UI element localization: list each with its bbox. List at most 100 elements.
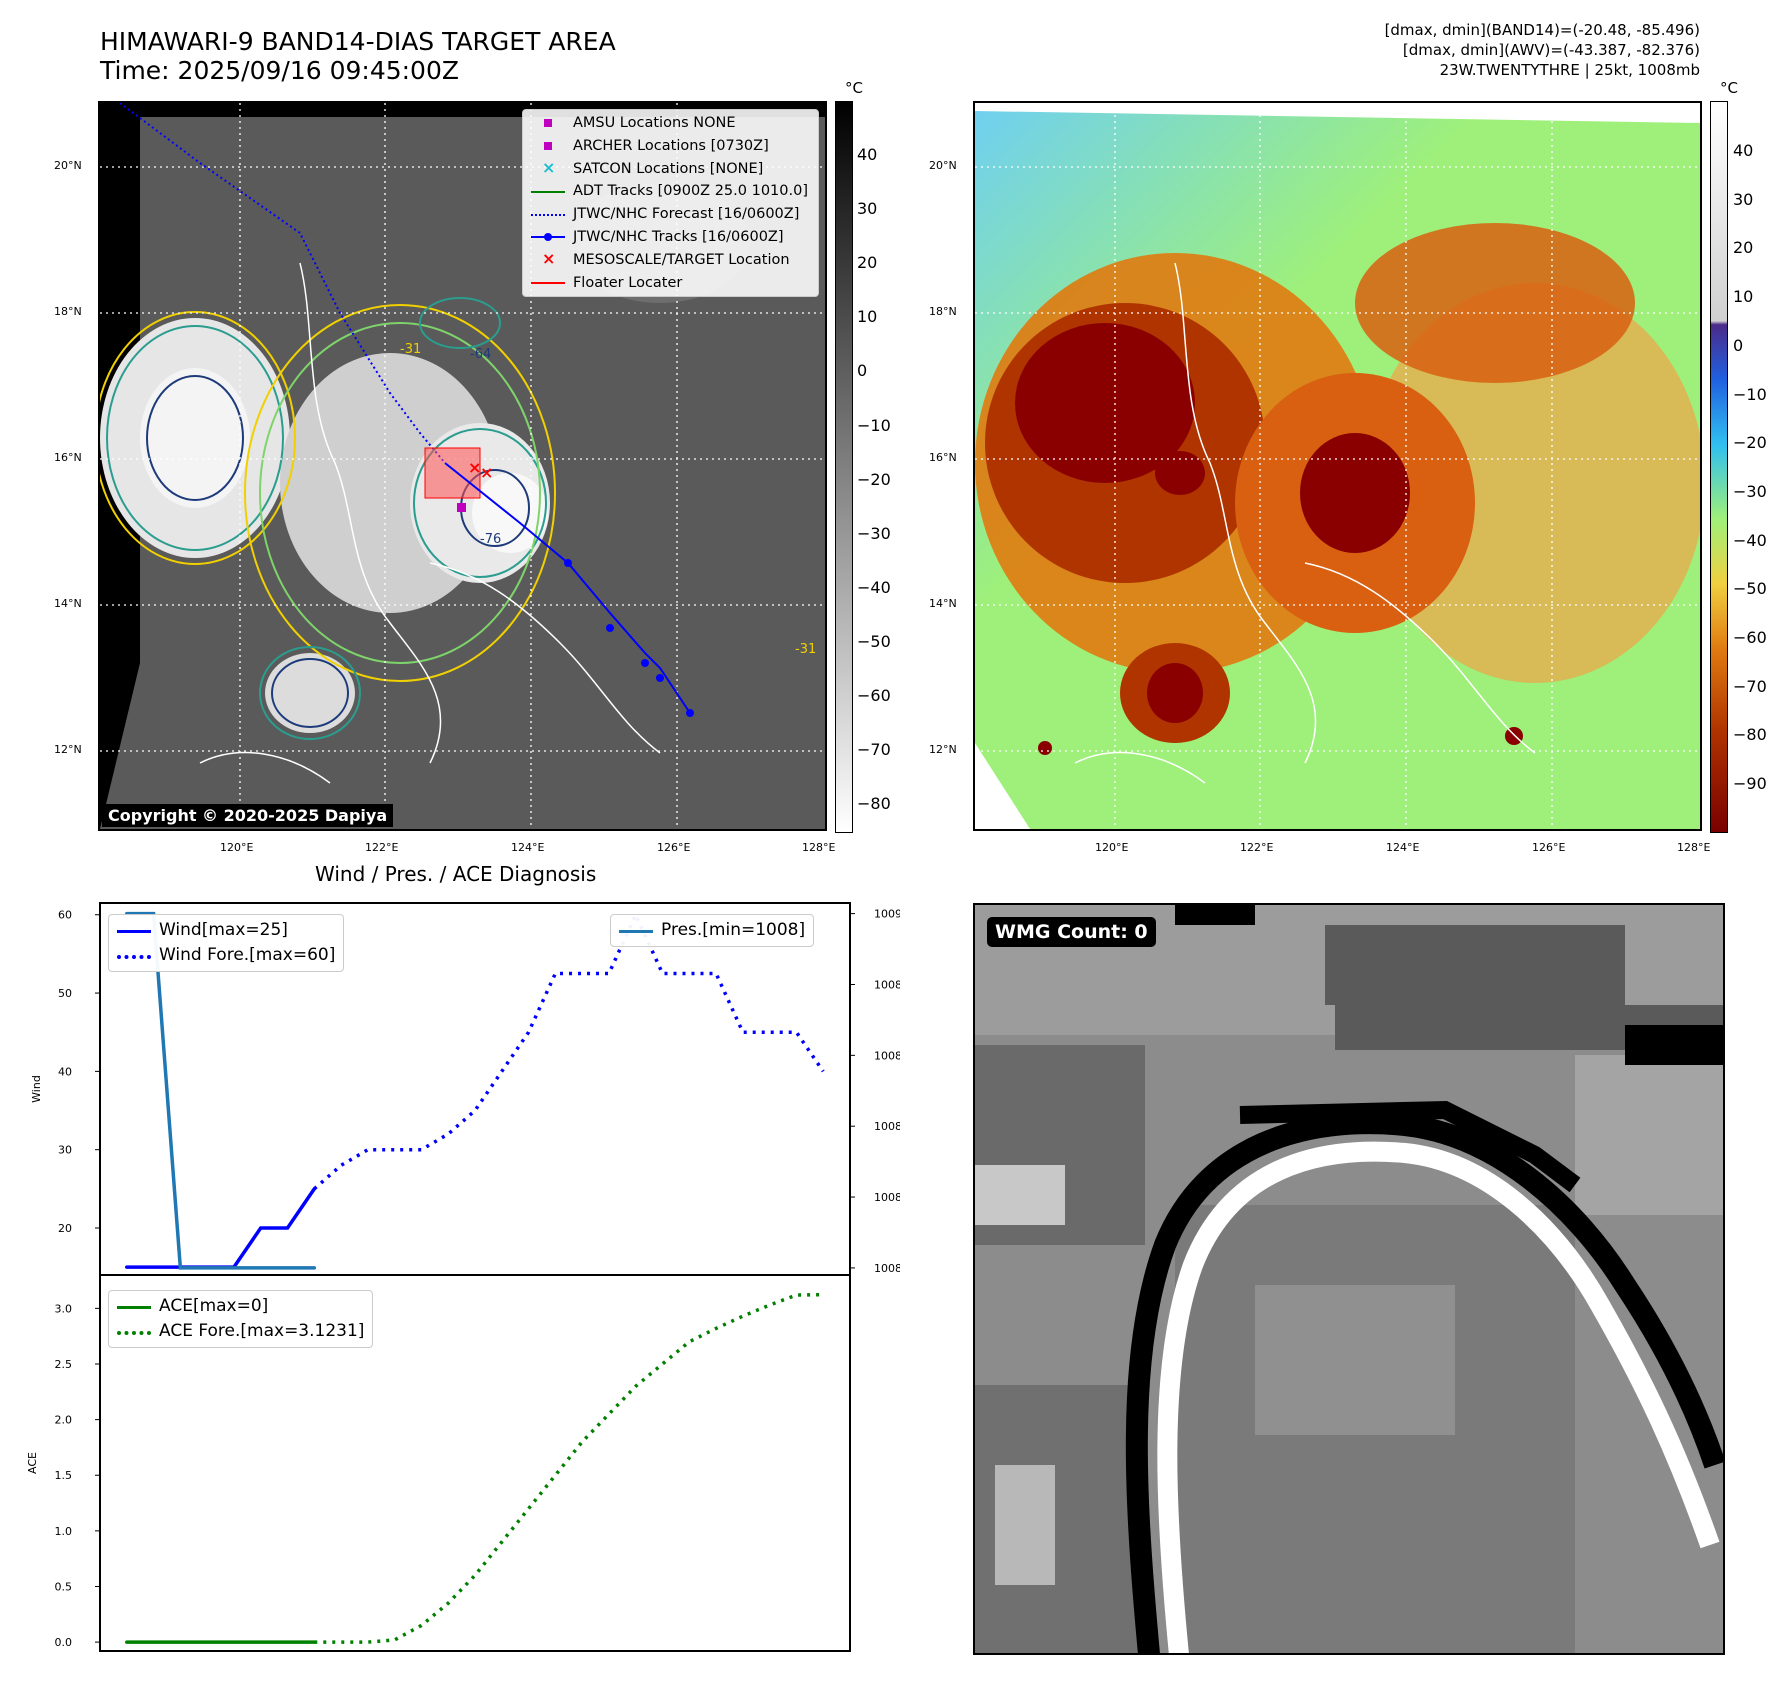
wind-axis-label: Wind [30, 1075, 43, 1103]
wmg-top-black [1175, 905, 1255, 925]
wv-cell-se [1505, 727, 1523, 745]
ir-contour-south-outer [259, 646, 361, 740]
archer-marker [457, 503, 466, 512]
wmg-block-light2 [995, 1465, 1055, 1585]
colorbar-tick-label: −80 [857, 794, 891, 814]
ace-axis-label: ACE [26, 1452, 39, 1474]
ace-plot-frame [99, 1274, 851, 1652]
ace-legend-label: ACE[max=0] [159, 1296, 269, 1316]
colorbar-tick-label: 40 [857, 145, 878, 164]
ir-colorbar [835, 101, 853, 833]
wv-map-panel [973, 101, 1702, 831]
ir-contour-north [419, 297, 501, 349]
wmg-block-east [1575, 1055, 1723, 1215]
colorbar-tick-label: −40 [857, 577, 891, 597]
ir-map-lon-label: 128°E [802, 841, 836, 854]
map-legend-key [530, 209, 565, 221]
pres-axis-tick-label: 1008.2 [874, 1191, 900, 1204]
ace-axis-tick-label: 2.5 [55, 1358, 73, 1371]
ir-map-lat-label: 16°N [54, 451, 82, 464]
wv-map-lon-label: 120°E [1095, 841, 1129, 854]
wv-colorbar [1710, 101, 1728, 833]
ace-axis-tick-label: 2.0 [55, 1414, 73, 1427]
map-legend-entry: JTWC/NHC Forecast [16/0600Z] [530, 203, 808, 226]
pres-axis-tick-label: 1008.4 [874, 1120, 900, 1133]
colorbar-tick-label: −90 [1733, 774, 1767, 794]
wmg-right-black [1625, 1025, 1723, 1065]
jtwc-track-points [564, 559, 694, 717]
map-legend-label: Floater Locater [572, 274, 683, 291]
ir-map-lon-label: 120°E [220, 841, 254, 854]
colorbar-tick-label: −30 [857, 523, 891, 543]
wv-cell [1155, 451, 1205, 495]
contour-label-2: -31 [795, 642, 816, 657]
pres-axis-tick-label: 1009.0 [874, 908, 900, 921]
map-legend-label: ADT Tracks [0900Z 25.0 1010.0] [572, 183, 808, 200]
ir-coastline-mindoro [199, 751, 331, 784]
wv-map-lon-label: 128°E [1677, 841, 1711, 854]
ir-map-legend: AMSU Locations NONE ARCHER Locations [073… [521, 109, 819, 298]
wv-map-image [975, 103, 1700, 829]
map-legend-label: MESOSCALE/TARGET Location [572, 251, 790, 268]
map-legend-entry: AMSU Locations NONE [531, 112, 808, 135]
wind-fore-legend-label: Wind Fore.[max=60] [159, 945, 336, 965]
colorbar-tick-label: −20 [857, 469, 891, 489]
wmg-count-label: WMG Count: 0 [987, 917, 1156, 947]
ace-axis-tick-label: 0.0 [55, 1636, 73, 1649]
ir-swath-top [100, 103, 825, 123]
ace-axis-tick-label: 3.0 [55, 1302, 73, 1315]
ace-legend: ACE[max=0] ACE Fore.[max=3.1231] [108, 1290, 374, 1348]
pres-axis-tick-label: 1008.8 [874, 978, 900, 991]
wind-axis-tick-label: 20 [58, 1222, 72, 1235]
colorbar-tick-label: 10 [1733, 287, 1754, 307]
wmg-arc-white [1157, 1141, 1720, 1653]
colorbar-tick-label: 40 [1733, 141, 1754, 160]
ir-map-lat-label: 14°N [54, 597, 82, 610]
colorbar-tick-label: −40 [1733, 530, 1767, 550]
pres-legend: Pres.[min=1008] [610, 914, 815, 947]
map-legend-entry: JTWC/NHC Tracks [16/0600Z] [530, 226, 808, 249]
wmg-block-light [975, 1165, 1065, 1225]
pres-axis-tick-label: 1008.6 [874, 1049, 900, 1062]
colorbar-tick-label: −80 [1733, 725, 1767, 745]
wv-graticule [975, 103, 1700, 829]
jtwc-forecast-track [119, 103, 446, 464]
wind-axis-tick-label: 60 [58, 909, 72, 922]
colorbar-tick-label: 20 [857, 253, 878, 273]
ace-axis-tick-label: 1.5 [55, 1469, 73, 1482]
wv-map-lon-label: 124°E [1386, 841, 1420, 854]
map-legend-key [530, 186, 565, 198]
ir-map-lon-label: 126°E [657, 841, 691, 854]
colorbar-tick-label: −60 [1733, 628, 1767, 647]
ir-cloud-west-core [140, 368, 250, 508]
diag-title: Wind / Pres. / ACE Diagnosis [315, 862, 597, 886]
ir-map-lon-label: 122°E [365, 841, 399, 854]
colorbar-tick-label: −10 [1733, 384, 1767, 404]
pres-axis-tick-label: 1008.0 [874, 1262, 900, 1275]
ir-colorbar-unit: °C [845, 79, 863, 97]
ir-contour-south [271, 658, 349, 728]
ir-contour-west-outer [100, 311, 296, 565]
map-legend-key [530, 277, 565, 289]
jtwc-best-track [444, 462, 691, 714]
map-legend-label: SATCON Locations [NONE] [572, 160, 764, 177]
colorbar-tick-label: 30 [857, 199, 878, 219]
contour-label-3: -31 [400, 342, 421, 357]
ir-map-lat-label: 18°N [54, 305, 82, 318]
contour-label-4: -64 [470, 347, 491, 362]
pressure-series-line [125, 911, 317, 1270]
ace-forecast-line [314, 1292, 824, 1644]
ir-map-lat-label: 20°N [54, 159, 82, 172]
map-legend-label: JTWC/NHC Tracks [16/0600Z] [572, 228, 784, 245]
chart-time: Time: 2025/09/16 09:45:00Z [100, 56, 459, 85]
wind-axis-tick-label: 50 [58, 987, 72, 1000]
map-legend-label: ARCHER Locations [0730Z] [572, 137, 769, 154]
map-legend-key [531, 140, 565, 152]
map-legend-entry: × MESOSCALE/TARGET Location [531, 249, 808, 272]
wv-map-lon-label: 126°E [1532, 841, 1566, 854]
wmg-image [975, 905, 1723, 1653]
wv-map-lat-label: 12°N [929, 743, 957, 756]
wv-cold-north [1355, 223, 1635, 383]
map-legend-key: × [541, 157, 556, 177]
ace-axis-tick-label: 0.5 [55, 1580, 73, 1593]
